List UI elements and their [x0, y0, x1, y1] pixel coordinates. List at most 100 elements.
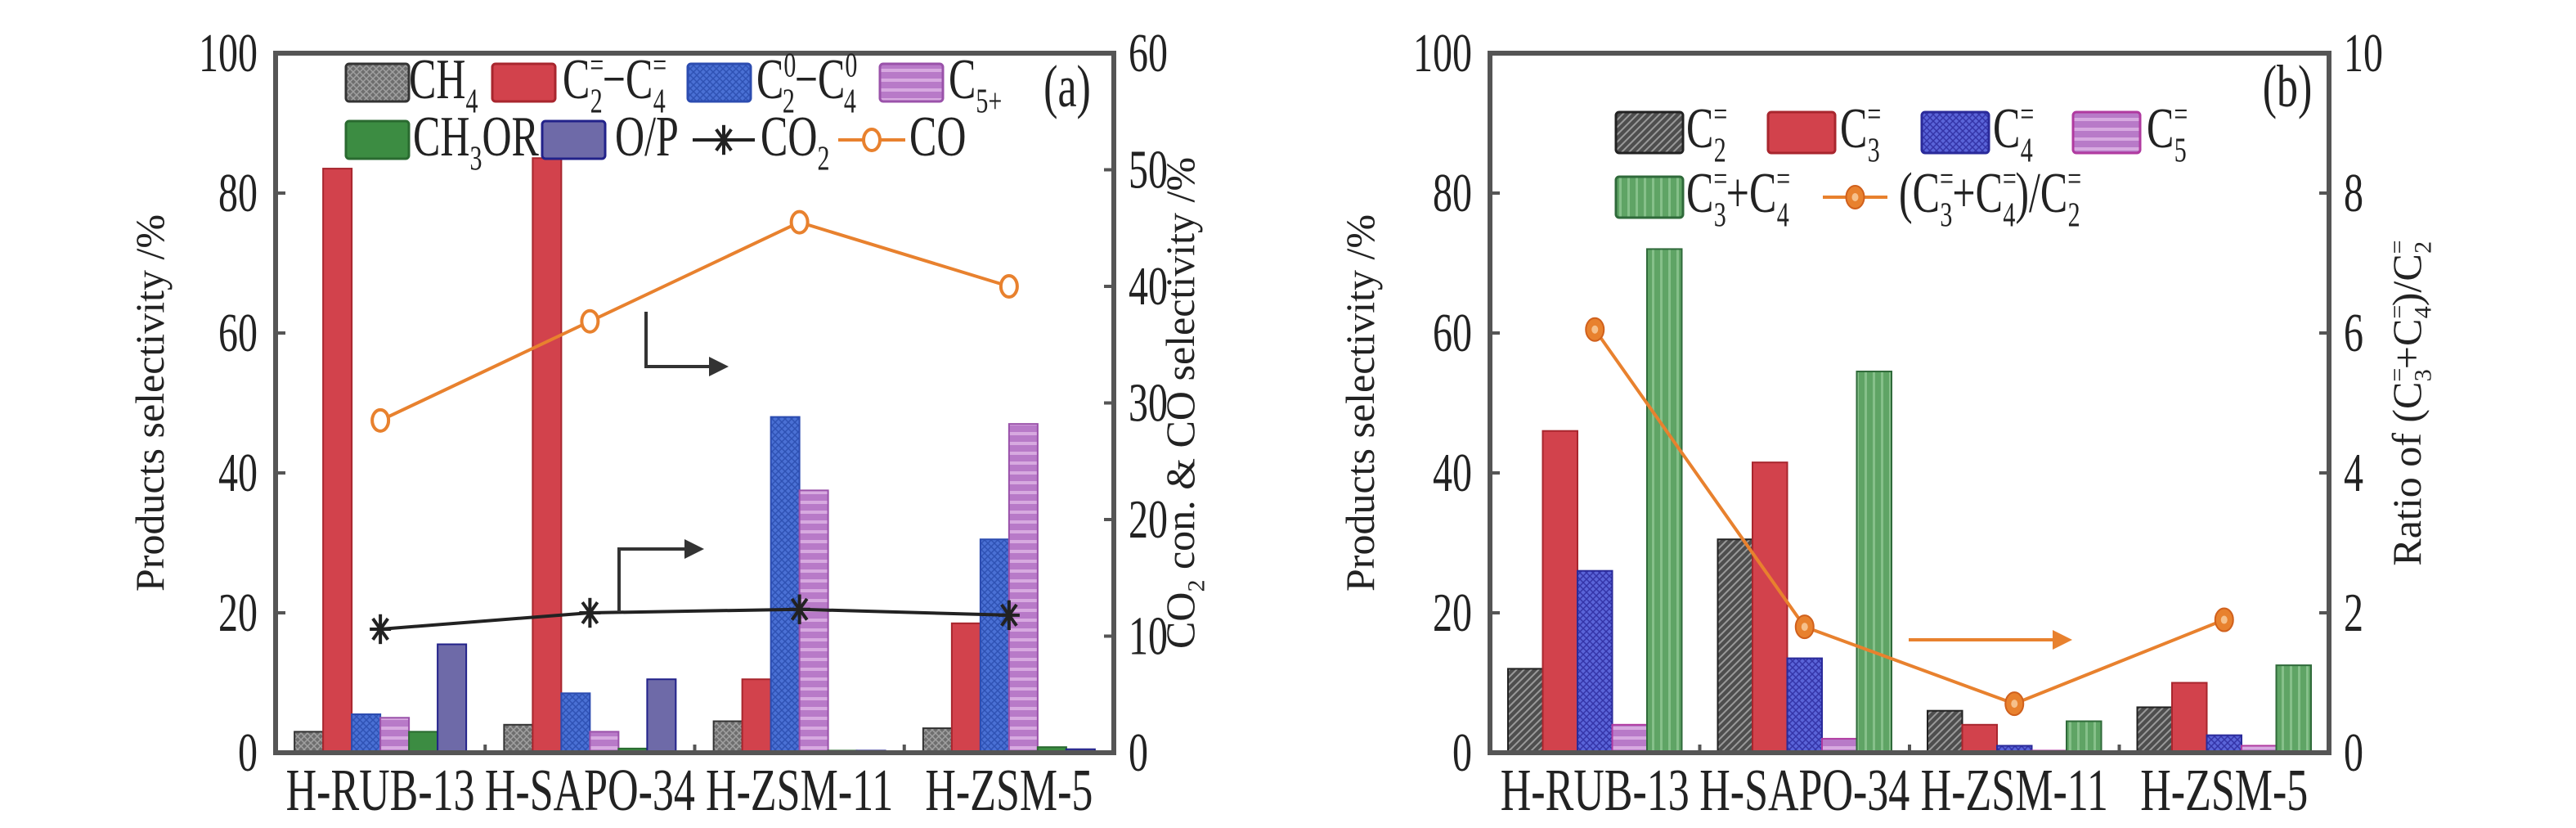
bar [2275, 664, 2312, 754]
axis-pointer-arrow-icon [644, 312, 729, 376]
series-line [1593, 328, 2225, 706]
bar [2206, 734, 2242, 754]
y-axis-title-left: Products selectivity /% [1337, 214, 1383, 592]
y-tick-label-right: 30 [1129, 372, 1168, 434]
bar [979, 538, 1010, 754]
legend-swatch [1766, 110, 1837, 155]
y-tick-label-right: 8 [2344, 162, 2363, 223]
legend-swatch [1614, 175, 1685, 219]
bar-series-C4= [1577, 569, 2242, 754]
y-tick-label-left: 20 [218, 582, 258, 643]
y-tick-label-left: 0 [1452, 722, 1472, 783]
bar [294, 731, 325, 754]
bar [408, 731, 439, 754]
legend-swatch [344, 62, 411, 103]
y-tick-label-left: 60 [218, 302, 258, 363]
legend-item: C= 2 [1614, 94, 1727, 169]
legend-item: C= 4 [1920, 94, 2034, 169]
line-series-CO2 [370, 594, 1020, 645]
bar [712, 720, 743, 754]
y-tick-label-right: 10 [1129, 605, 1168, 667]
y-tick-label-left: 40 [218, 442, 258, 503]
bar [532, 157, 563, 754]
legend-item: O/P [541, 106, 679, 169]
bar [1577, 569, 1613, 754]
bar [1752, 461, 1788, 754]
y-axis-title-right: CO2 con. & CO selectivity /% [1157, 157, 1210, 649]
legend-item: C0 2−C0 4 [686, 45, 857, 120]
bar [798, 489, 829, 754]
legend-label: CH4 [409, 48, 478, 120]
bar [770, 416, 801, 754]
legend-label: (C= 3+C= 4)/C= 2 [1899, 159, 2081, 233]
bar-series-O/P [437, 643, 1096, 754]
x-tick-label: H-RUB-13 [286, 758, 475, 824]
legend-swatch [1920, 110, 1990, 155]
legend-label: C= 4 [1993, 94, 2034, 169]
bar [2171, 682, 2208, 754]
data-point-asterisk [788, 594, 810, 624]
bar [1786, 657, 1823, 754]
legend-item: (C= 3+C= 4)/C= 2 [1823, 159, 2081, 234]
data-point-circle [2004, 691, 2025, 717]
x-tick-label: H-ZSM-11 [1921, 758, 2108, 824]
y-tick-label-right: 2 [2344, 582, 2363, 643]
bar [322, 168, 353, 754]
legend-label: C= 5 [2147, 94, 2188, 169]
panel-label: (a) [1043, 54, 1091, 120]
bar [1611, 723, 1648, 754]
legend-swatch [878, 62, 945, 103]
legend-swatch [686, 62, 752, 103]
bar [560, 692, 591, 754]
legend-label: C= 2 [1686, 94, 1727, 169]
bar [437, 643, 468, 754]
y-tick-label-right: 0 [2344, 722, 2363, 783]
bar [950, 622, 981, 754]
bar [1927, 709, 1963, 754]
bar [351, 713, 382, 754]
legend-item: C5+ [878, 48, 1002, 120]
data-point-circle [580, 308, 600, 334]
data-point-circle [1794, 614, 1815, 640]
y-tick-label-left: 80 [1433, 162, 1472, 223]
y-tick-label-right: 6 [2344, 302, 2363, 363]
data-point-circle [370, 407, 391, 433]
data-point-circle [999, 274, 1019, 299]
legend-label: C0 2−C0 4 [756, 45, 857, 119]
legend-swatch [344, 119, 411, 160]
bar [1008, 423, 1039, 754]
bar [922, 727, 953, 754]
data-point-asterisk [713, 124, 734, 155]
data-point-asterisk [370, 614, 392, 645]
y-tick-label-left: 40 [1433, 442, 1472, 503]
bar [1961, 723, 1998, 754]
x-tick-label: H-ZSM-5 [925, 758, 1093, 824]
x-tick-label: H-ZSM-11 [706, 758, 893, 824]
legend-label: C= 3 [1840, 94, 1881, 169]
legend-label: C5+ [949, 48, 1002, 120]
legend-item: C= 2−C= 4 [491, 45, 666, 120]
y-tick-label-right: 60 [1129, 22, 1168, 83]
bar [741, 678, 772, 754]
chart-panel-a: 0 20 40 60 80 100 0 10 20 30 40 50 60 H-RUB-13 H-SAPO-… [127, 22, 1210, 823]
x-tick-label: H-ZSM-5 [2140, 758, 2308, 824]
x-tick-label: H-SAPO-34 [485, 758, 695, 824]
legend-label: O/P [615, 106, 679, 169]
bar [503, 723, 534, 754]
data-point-circle [789, 209, 810, 235]
legend-item: CH3OR [344, 106, 539, 178]
y-tick-label-right: 40 [1129, 255, 1168, 317]
bar [1646, 248, 1683, 754]
legend-label: CO2 [761, 106, 829, 178]
legend-label: C= 3+C= 4 [1686, 159, 1790, 233]
axis-pointer-arrow-icon [617, 539, 704, 612]
data-point-asterisk [998, 600, 1020, 631]
y-tick-label-left: 100 [1413, 22, 1472, 83]
y-axis-title-left: Products selectivity /% [127, 214, 173, 592]
bar [2066, 720, 2103, 754]
bar [589, 731, 620, 754]
data-point-circle [2214, 607, 2234, 632]
bar [1542, 430, 1578, 754]
y-tick-label-left: 60 [1433, 302, 1472, 363]
